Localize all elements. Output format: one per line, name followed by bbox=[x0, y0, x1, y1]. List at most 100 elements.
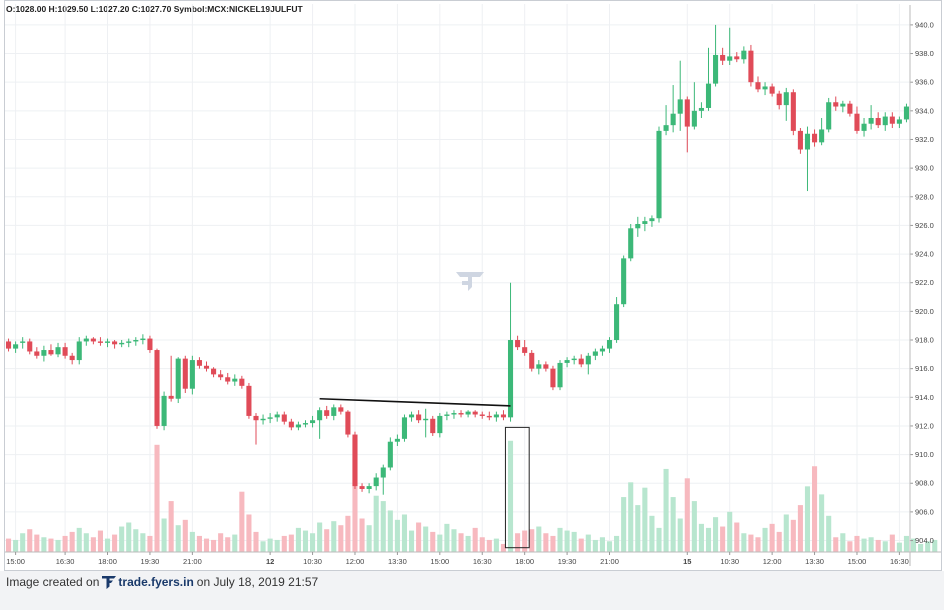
y-tick-label: 908.0 bbox=[915, 479, 934, 488]
volume-bar bbox=[536, 526, 542, 552]
candle bbox=[847, 100, 853, 117]
candle bbox=[239, 375, 245, 389]
volume-bar bbox=[34, 534, 40, 552]
candle bbox=[373, 473, 379, 491]
candle bbox=[218, 370, 224, 381]
x-tick-label: 13:30 bbox=[805, 557, 824, 566]
candle-body bbox=[536, 364, 542, 369]
candle-body bbox=[345, 411, 351, 435]
candle-body bbox=[253, 415, 259, 421]
candle-body bbox=[310, 420, 316, 424]
volume-bar bbox=[423, 526, 429, 552]
y-tick-label: 934.0 bbox=[915, 106, 934, 115]
candle bbox=[27, 338, 33, 355]
volume-bar bbox=[903, 535, 910, 552]
volume-bar bbox=[161, 518, 167, 552]
candle bbox=[90, 337, 96, 345]
candle-body bbox=[133, 340, 139, 342]
candle-body bbox=[380, 467, 386, 478]
volume-bar bbox=[727, 511, 733, 552]
y-tick-label: 912.0 bbox=[915, 421, 934, 430]
volume-bar bbox=[225, 537, 231, 552]
candle bbox=[536, 360, 542, 375]
volume-bar bbox=[797, 505, 803, 552]
candle-body bbox=[140, 338, 146, 341]
candle bbox=[571, 355, 577, 365]
footer-prefix: Image created on bbox=[6, 575, 100, 589]
candle bbox=[423, 408, 429, 438]
candle bbox=[543, 361, 549, 372]
x-tick-label: 13:30 bbox=[388, 557, 407, 566]
footer-suffix: on July 18, 2019 21:57 bbox=[196, 575, 319, 589]
candle-body bbox=[479, 414, 485, 416]
candle bbox=[698, 102, 704, 118]
candle bbox=[585, 352, 591, 375]
brand-link[interactable]: trade.fyers.in bbox=[102, 575, 194, 589]
candle-body bbox=[705, 83, 712, 108]
candle-body bbox=[727, 56, 733, 61]
candle-body bbox=[677, 99, 683, 114]
candle bbox=[281, 411, 287, 425]
volume-bar bbox=[670, 497, 676, 552]
y-tick-label: 922.0 bbox=[915, 278, 934, 287]
volume-bar bbox=[896, 542, 902, 552]
volume-bar bbox=[437, 534, 443, 552]
candle-body bbox=[175, 358, 181, 399]
candle-body bbox=[48, 350, 54, 355]
candle bbox=[826, 97, 832, 133]
candle bbox=[20, 337, 26, 349]
volume-bar bbox=[826, 515, 832, 552]
candle-body bbox=[776, 93, 782, 106]
candle-body bbox=[889, 116, 895, 124]
volume-bar bbox=[133, 529, 139, 552]
candle-body bbox=[861, 123, 867, 131]
candle bbox=[628, 223, 634, 262]
y-tick-label: 928.0 bbox=[915, 192, 934, 201]
candle bbox=[338, 404, 344, 415]
volume-bar bbox=[720, 526, 726, 552]
candle-body bbox=[338, 407, 344, 412]
volume-bar bbox=[281, 535, 287, 552]
candlestick-chart[interactable]: 904.0 906.0 908.0 910.0 912.0 914.0 916.0 918.0… bbox=[0, 0, 944, 571]
candle bbox=[896, 116, 902, 129]
volume-bar bbox=[621, 497, 627, 552]
volume-bar bbox=[698, 523, 704, 552]
candle bbox=[656, 126, 662, 223]
candle bbox=[507, 282, 514, 422]
brand-name: trade.fyers.in bbox=[118, 575, 194, 589]
candle bbox=[189, 355, 195, 395]
candle-body bbox=[557, 362, 563, 388]
candle-body bbox=[295, 424, 301, 428]
candle-body bbox=[840, 103, 846, 107]
volume-bar bbox=[5, 538, 12, 552]
volume-bar bbox=[13, 539, 19, 552]
x-tick-label: 12:00 bbox=[346, 557, 365, 566]
volume-bar bbox=[557, 527, 563, 552]
candle bbox=[41, 345, 47, 362]
volume-bar bbox=[288, 534, 294, 552]
grid bbox=[5, 4, 910, 552]
candle-body bbox=[34, 351, 40, 356]
candle bbox=[670, 85, 676, 133]
candle bbox=[196, 357, 202, 369]
volume-bar bbox=[69, 531, 75, 552]
volume-bar bbox=[910, 538, 917, 552]
volume-bar bbox=[430, 531, 436, 552]
volume-bar bbox=[331, 521, 337, 552]
candle bbox=[437, 413, 443, 438]
candle-body bbox=[430, 418, 436, 434]
candle-body bbox=[599, 348, 605, 352]
candle-body bbox=[76, 341, 82, 361]
candle-body bbox=[458, 413, 464, 415]
candle-body bbox=[663, 125, 669, 131]
volume-bar bbox=[295, 527, 301, 552]
candle bbox=[868, 105, 874, 130]
candle-body bbox=[691, 110, 697, 127]
volume-bar bbox=[119, 526, 125, 552]
candle-body bbox=[288, 421, 294, 428]
volume-bar bbox=[578, 538, 584, 552]
x-tick-label: 10:30 bbox=[720, 557, 739, 566]
candle bbox=[394, 434, 400, 447]
volume-bar bbox=[27, 529, 33, 552]
candle bbox=[387, 437, 393, 471]
